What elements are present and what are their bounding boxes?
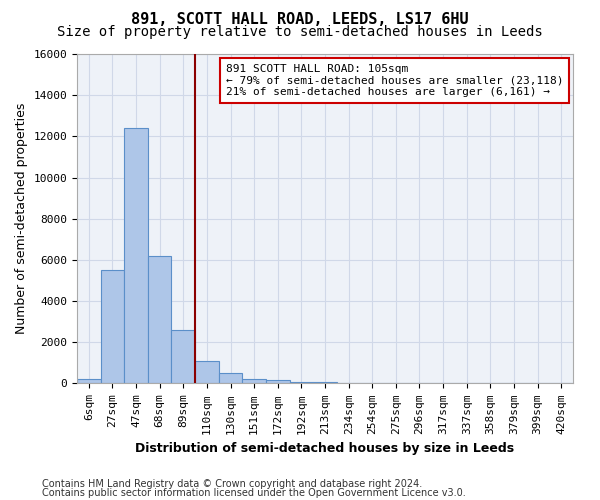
Bar (290, 382, 313, 384)
Text: 891, SCOTT HALL ROAD, LEEDS, LS17 6HU: 891, SCOTT HALL ROAD, LEEDS, LS17 6HU (131, 12, 469, 28)
Bar (313, 382, 337, 384)
Bar (195, 361, 219, 384)
Bar (124, 128, 148, 384)
Bar (219, 373, 242, 384)
Bar (101, 270, 124, 384)
Bar (242, 380, 266, 384)
Text: Contains public sector information licensed under the Open Government Licence v3: Contains public sector information licen… (42, 488, 466, 498)
Text: 891 SCOTT HALL ROAD: 105sqm
← 79% of semi-detached houses are smaller (23,118)
2: 891 SCOTT HALL ROAD: 105sqm ← 79% of sem… (226, 64, 563, 97)
Text: Size of property relative to semi-detached houses in Leeds: Size of property relative to semi-detach… (57, 25, 543, 39)
Bar (266, 380, 290, 384)
Text: Contains HM Land Registry data © Crown copyright and database right 2024.: Contains HM Land Registry data © Crown c… (42, 479, 422, 489)
Y-axis label: Number of semi-detached properties: Number of semi-detached properties (15, 103, 28, 334)
Bar (148, 256, 172, 384)
Bar (77, 380, 101, 384)
Bar (172, 330, 195, 384)
X-axis label: Distribution of semi-detached houses by size in Leeds: Distribution of semi-detached houses by … (136, 442, 515, 455)
